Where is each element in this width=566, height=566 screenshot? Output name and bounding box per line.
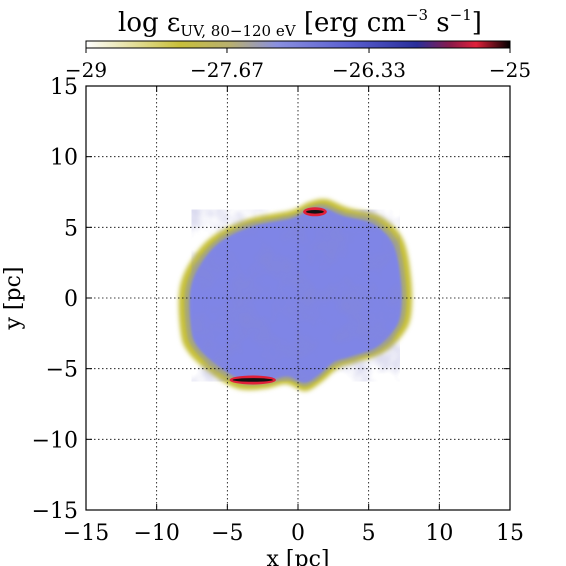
- y-tick-label: 5: [64, 216, 78, 241]
- colorbar-title-subscript: UV, 80−120 eV: [180, 22, 296, 40]
- colorbar-tick-label: −29: [65, 58, 107, 82]
- y-tick-label: −10: [32, 428, 78, 453]
- colorbar-title-main: log ε: [118, 8, 180, 38]
- hotspot-core: [306, 209, 324, 214]
- colorbar-title: log εUV, 80−120 eV [erg cm−3 s−1]: [118, 6, 482, 40]
- colorbar-title-exp2: −1: [450, 6, 472, 24]
- colorbar-title-units: [erg cm: [296, 8, 406, 38]
- colorbar-tick-label: −25: [489, 58, 531, 82]
- emission-core-texture: [191, 209, 400, 382]
- colorbar-title-units-s: s: [428, 8, 450, 38]
- x-tick-label: 0: [291, 521, 305, 546]
- x-tick-label: 5: [362, 521, 376, 546]
- emission-hotspots: [229, 207, 327, 385]
- x-tick-label: 10: [425, 521, 453, 546]
- axis-ticks: −15 −10 −5 0 5 10 15 −15 −10 −5 0 5 10 15: [32, 75, 524, 546]
- y-axis-label: y [pc]: [1, 267, 26, 331]
- x-tick-label: −5: [211, 521, 243, 546]
- grid: [86, 86, 510, 510]
- colorbar-title-close: ]: [472, 8, 482, 38]
- emission-map: [178, 198, 413, 392]
- x-tick-label: 15: [496, 521, 524, 546]
- x-axis-label: x [pc]: [267, 547, 330, 566]
- y-tick-label: −5: [46, 358, 78, 383]
- colorbar-tick-label: −26.33: [332, 58, 406, 82]
- colorbar-tick-label: −27.67: [190, 58, 264, 82]
- y-tick-label: 15: [50, 75, 78, 100]
- y-tick-label: 10: [50, 146, 78, 171]
- x-tick-label: −15: [63, 521, 109, 546]
- y-tick-label: −15: [32, 499, 78, 524]
- x-tick-label: −10: [133, 521, 179, 546]
- colorbar-ticks: −29 −27.67 −26.33 −25: [65, 48, 531, 82]
- colorbar-title-exp1: −3: [406, 6, 428, 24]
- y-tick-label: 0: [64, 287, 78, 312]
- colorbar: [85, 40, 511, 49]
- hotspot-core: [232, 378, 273, 382]
